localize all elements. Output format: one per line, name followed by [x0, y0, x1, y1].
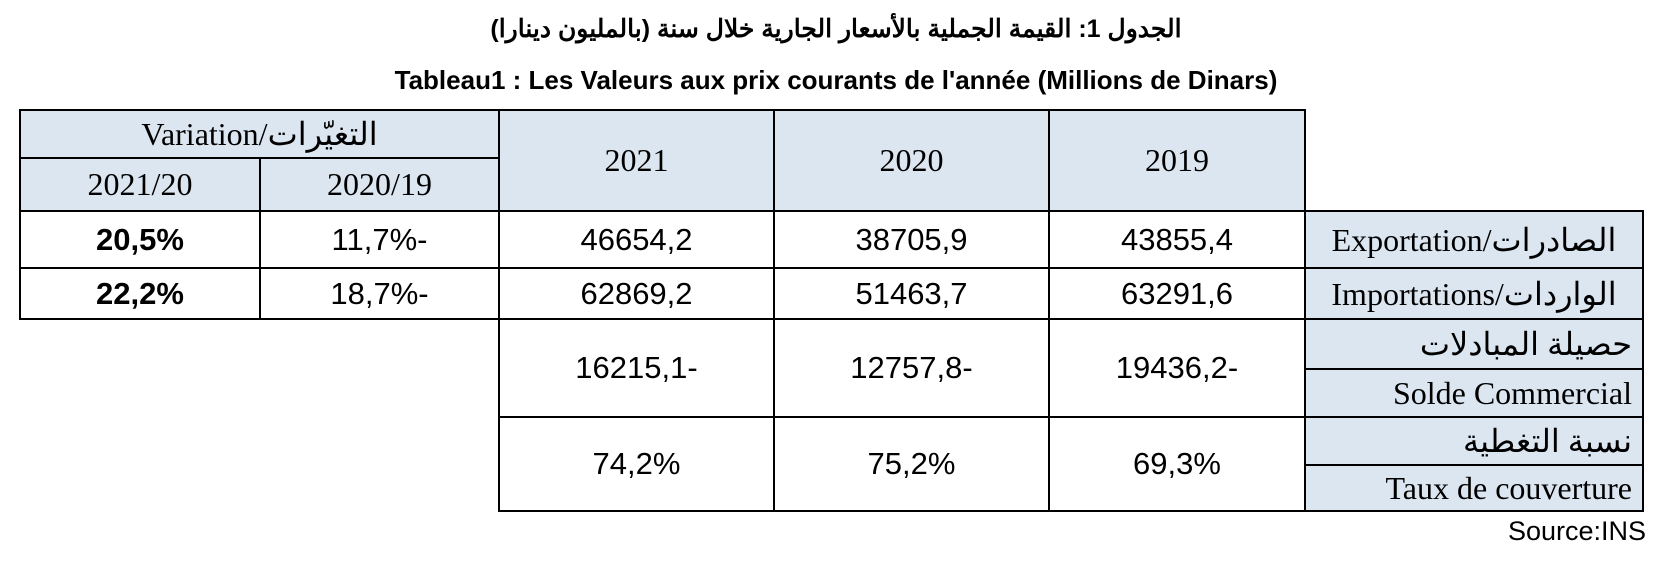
- row-label: نسبة التغطية: [1304, 416, 1644, 466]
- row-label: Importations/الواردات: [1304, 267, 1644, 320]
- row-label: Taux de couverture: [1304, 464, 1644, 512]
- header-cell: 2020/19: [259, 157, 500, 212]
- table-cell: 19436,2-: [1048, 318, 1306, 418]
- table-cell: 46654,2: [498, 210, 775, 269]
- header-cell: 2021/20: [19, 157, 261, 212]
- table-cell: 75,2%: [773, 416, 1050, 512]
- table-cell: 62869,2: [498, 267, 775, 320]
- table-cell: 74,2%: [498, 416, 775, 512]
- table-cell: 11,7%-: [259, 210, 500, 269]
- table-cell: 12757,8-: [773, 318, 1050, 418]
- table-cell: 16215,1-: [498, 318, 775, 418]
- row-label: Solde Commercial: [1304, 368, 1644, 418]
- source: Source:INS: [1507, 516, 1646, 546]
- table-cell: 18,7%-: [259, 267, 500, 320]
- table-cell: 63291,6: [1048, 267, 1306, 320]
- table-cell: 51463,7: [773, 267, 1050, 320]
- title-french: Tableau1 : Les Valeurs aux prix courants…: [394, 65, 1278, 95]
- header-cell: Variation/التغيّرات: [19, 109, 500, 159]
- header-cell: 2020: [773, 109, 1050, 212]
- table-cell: 20,5%: [19, 210, 261, 269]
- table-cell: 38705,9: [773, 210, 1050, 269]
- header-cell: 2021: [498, 109, 775, 212]
- title-arabic: الجدول 1: القيمة الجملية بالأسعار الجاري…: [490, 15, 1182, 43]
- table-cell: 22,2%: [19, 267, 261, 320]
- header-cell: 2019: [1048, 109, 1306, 212]
- table-cell: 43855,4: [1048, 210, 1306, 269]
- row-label: حصيلة المبادلات: [1304, 318, 1644, 370]
- row-label: Exportation/الصادرات: [1304, 210, 1644, 269]
- table-cell: 69,3%: [1048, 416, 1306, 512]
